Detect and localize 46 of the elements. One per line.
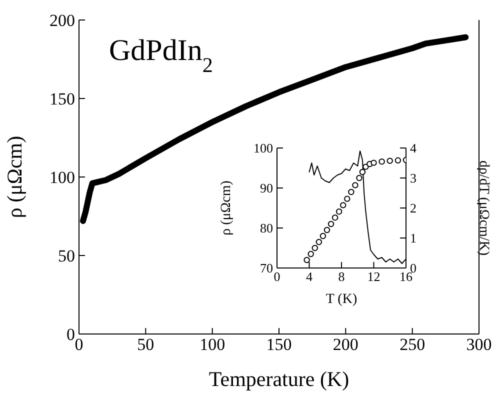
y-axis-title: ρ (μΩcm) xyxy=(218,180,234,236)
point xyxy=(386,158,393,164)
point xyxy=(378,158,385,165)
x-tick-label: 100 xyxy=(200,335,226,354)
point xyxy=(356,174,362,182)
x-tick-label: 12 xyxy=(367,269,380,284)
y-tick-label: 50 xyxy=(58,246,75,266)
y-tick-label: 70 xyxy=(260,260,273,276)
x-tick-label: 8 xyxy=(338,269,345,284)
y-tick-label: 90 xyxy=(260,180,273,196)
y-tick-label: 200 xyxy=(50,11,75,30)
point xyxy=(328,220,334,228)
point xyxy=(304,256,310,264)
y-axis-title: ρ (μΩcm) xyxy=(2,136,26,218)
x-tick-label: 250 xyxy=(400,335,426,354)
x-tick-label: 300 xyxy=(466,335,492,354)
point xyxy=(352,182,358,188)
y-tick-label: 100 xyxy=(254,140,273,156)
point xyxy=(324,226,330,234)
point xyxy=(394,157,402,164)
y-tick-label: 80 xyxy=(260,220,273,236)
point xyxy=(336,208,342,215)
point xyxy=(359,168,366,176)
y2-tick-label: 3 xyxy=(410,170,416,186)
point xyxy=(348,188,354,196)
point xyxy=(340,202,346,208)
y2-tick-label: 2 xyxy=(410,200,416,216)
y2-tick-label: 4 xyxy=(410,140,417,156)
x-axis-title: Temperature (K) xyxy=(208,367,350,391)
point xyxy=(344,196,350,202)
x-tick-label: 200 xyxy=(332,335,358,354)
point xyxy=(332,214,338,221)
point xyxy=(312,244,318,252)
y-tick-label: 150 xyxy=(50,90,75,109)
x-axis-title: T (K) xyxy=(326,292,358,307)
y2-axis-title: dρ/dT (μΩcm/K) xyxy=(476,160,492,256)
point xyxy=(370,160,377,166)
x-tick-label: 50 xyxy=(137,335,154,354)
line-series xyxy=(308,150,406,264)
point xyxy=(316,238,322,246)
x-tick-label: 4 xyxy=(306,269,313,284)
point xyxy=(320,232,326,240)
point xyxy=(308,250,314,258)
y2-tick-label: 1 xyxy=(410,230,416,246)
y-tick-label: 100 xyxy=(50,168,75,188)
annotation: GdPdIn$_{2}$ xyxy=(109,34,213,77)
